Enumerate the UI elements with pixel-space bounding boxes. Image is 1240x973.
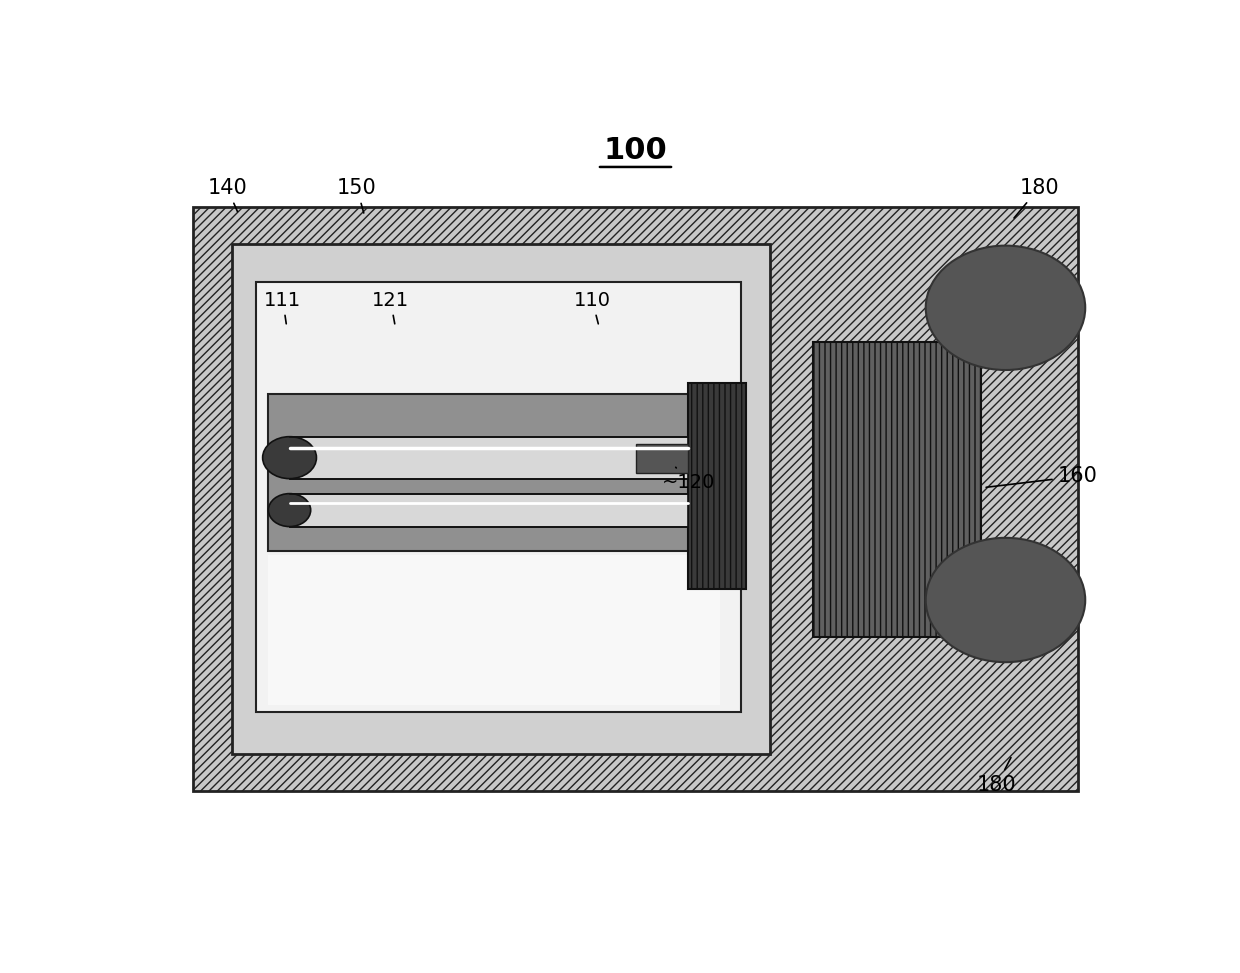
- Bar: [255, 281, 742, 712]
- Bar: [635, 444, 688, 473]
- Text: ~120: ~120: [662, 467, 715, 492]
- Bar: [290, 437, 688, 479]
- Text: 110: 110: [574, 291, 611, 324]
- Circle shape: [926, 245, 1085, 370]
- Bar: [268, 555, 720, 704]
- Text: 121: 121: [372, 291, 409, 324]
- Text: 180: 180: [1014, 178, 1059, 218]
- Bar: [193, 206, 1078, 791]
- Bar: [688, 382, 746, 589]
- Text: 100: 100: [604, 136, 667, 165]
- Circle shape: [268, 493, 311, 526]
- Text: 180: 180: [977, 758, 1017, 795]
- Bar: [232, 244, 770, 753]
- Bar: [268, 394, 720, 552]
- Circle shape: [263, 437, 316, 479]
- Text: 111: 111: [264, 291, 301, 324]
- Text: 160: 160: [986, 466, 1097, 487]
- Text: 140: 140: [207, 178, 247, 211]
- Circle shape: [926, 538, 1085, 663]
- Text: 150: 150: [337, 178, 377, 213]
- Bar: [813, 342, 982, 637]
- Bar: [290, 493, 688, 526]
